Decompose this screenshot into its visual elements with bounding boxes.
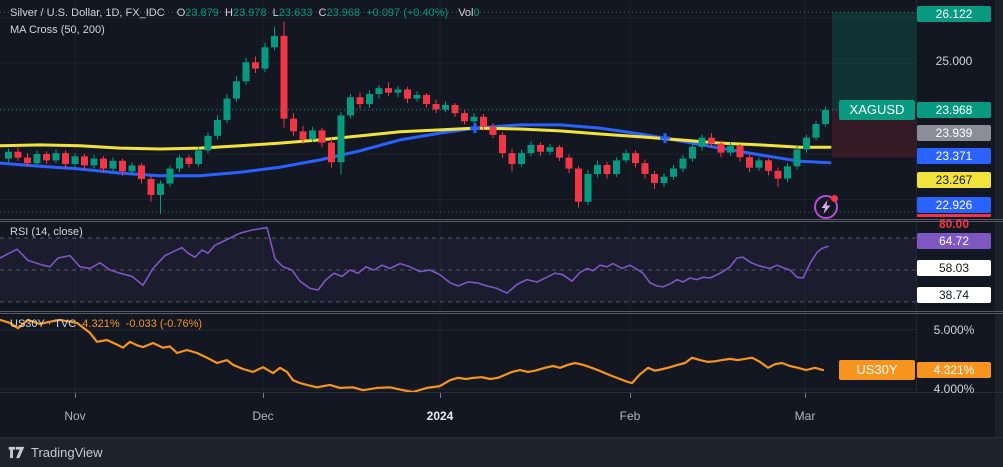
time-tick [263, 393, 264, 398]
time-label-2024: 2024 [426, 409, 454, 423]
high-value: 23.978 [232, 7, 267, 19]
stop-level-line [917, 214, 991, 217]
tradingview-brand-text[interactable]: TradingView [31, 445, 103, 460]
rsi-badge: 58.03 [917, 260, 991, 276]
lightning-bolt-icon [821, 200, 831, 214]
time-label-feb: Feb [619, 409, 641, 423]
high-label: H [225, 7, 233, 19]
alert-notification-dot [831, 195, 838, 202]
rsi-badge: 38.74 [917, 287, 991, 303]
us30y-badge: 5.000% [933, 323, 975, 337]
price-badge: 23.939 [917, 125, 991, 141]
us30y-change: -0.033 (-0.76%) [125, 318, 203, 330]
alert-icon[interactable] [814, 195, 838, 219]
right-edge-strip [995, 0, 1003, 437]
price-axis-separator [916, 0, 917, 392]
xagusd-symbol-tag: XAGUSD [839, 100, 915, 120]
rsi-badge: 64.72 [917, 233, 991, 249]
open-label: O [176, 7, 186, 19]
close-value: 23.968 [326, 7, 361, 19]
bottom-toolbar: TradingView [0, 437, 1003, 467]
price-badge: 22.926 [917, 197, 991, 217]
ma-cross-label[interactable]: MA Cross (50, 200) [10, 24, 105, 36]
price-badge: 26.122 [917, 6, 991, 22]
time-label-nov: Nov [64, 409, 86, 423]
time-label-dec: Dec [252, 409, 274, 423]
time-tick [440, 393, 441, 398]
close-label: C [318, 7, 327, 19]
us30y-badge: 4.321% [917, 362, 991, 378]
time-tick [805, 393, 806, 398]
symbol-legend-row[interactable]: Silver / U.S. Dollar, 1D, FX_IDC O23.879… [10, 7, 483, 19]
us30y-badge: 4.000% [933, 382, 975, 396]
low-value: 23.633 [278, 7, 313, 19]
rsi-badge: 80.00 [938, 217, 970, 231]
low-label: L [272, 7, 279, 19]
volume-value: 0 [473, 7, 480, 19]
open-value: 23.879 [185, 7, 219, 19]
time-axis-separator [0, 392, 1003, 393]
volume-label: Vol [458, 7, 474, 19]
panel-divider-price-rsi[interactable] [0, 219, 1003, 222]
symbol-title[interactable]: Silver / U.S. Dollar, 1D, FX_IDC [10, 7, 165, 19]
price-badge: 23.968 [917, 102, 991, 118]
us30y-legend-row[interactable]: US30Y · TVC 4.321% -0.033 (-0.76%) [10, 318, 205, 330]
time-tick [630, 393, 631, 398]
ma-cross-legend-row[interactable]: MA Cross (50, 200) [10, 24, 108, 36]
price-badge: 23.371 [917, 148, 991, 164]
rsi-label[interactable]: RSI (14, close) [10, 226, 83, 238]
price-badge: 23.267 [917, 172, 991, 188]
time-tick [75, 393, 76, 398]
us30y-value: 4.321% [82, 318, 120, 330]
us30y-label[interactable]: US30Y · TVC [10, 318, 77, 330]
time-label-mar: Mar [794, 409, 816, 423]
rsi-legend-row[interactable]: RSI (14, close) [10, 226, 86, 238]
tradingview-logo-icon[interactable] [8, 445, 25, 460]
change-value: +0.097 (+0.40%) [366, 7, 449, 19]
panel-divider-rsi-us30y[interactable] [0, 311, 1003, 314]
us30y-symbol-tag: US30Y [839, 360, 915, 380]
price-badge: 25.000 [935, 54, 973, 68]
